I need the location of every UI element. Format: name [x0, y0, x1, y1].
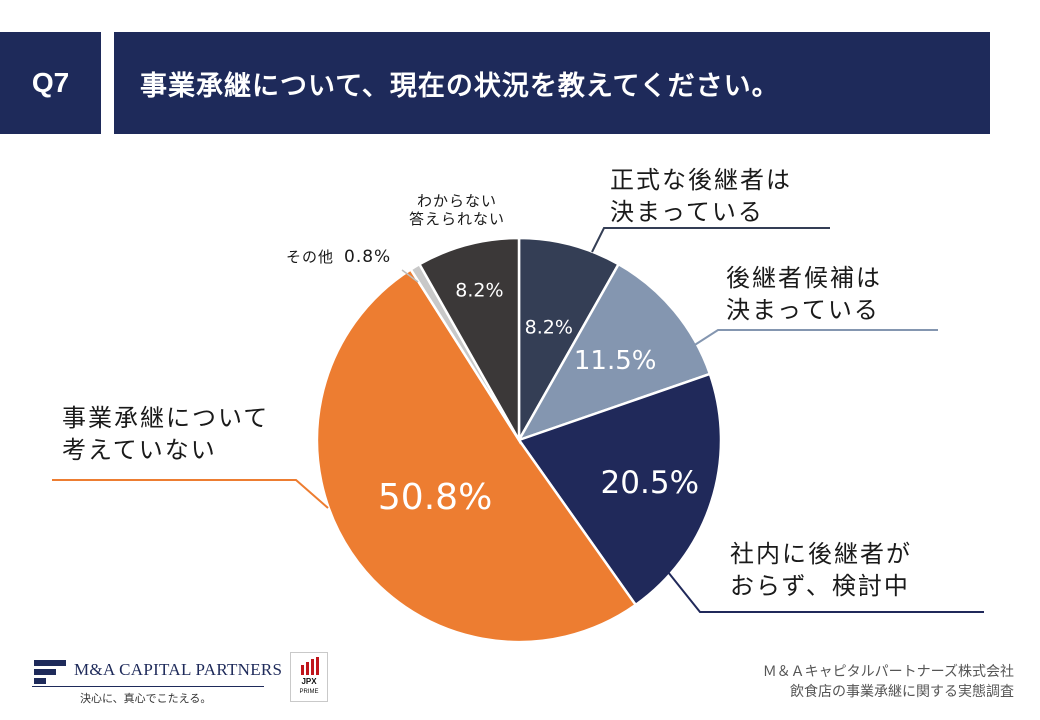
jpx-prime-badge: JPX PRIME [290, 652, 328, 702]
slice-value-formal: 8.2% [525, 317, 573, 339]
jpx-icon [301, 657, 319, 675]
company-logo-icon [34, 660, 66, 684]
source-survey: 飲食店の事業承継に関する実態調査 [790, 684, 1014, 700]
jpx-label: JPX [301, 677, 317, 686]
slice-value-unknown: 8.2% [455, 279, 503, 301]
slice-label-unknown: わからない答えられない [409, 192, 505, 228]
leader-line-formal [591, 227, 830, 253]
slice-label-formal: 正式な後継者は決まっている [610, 166, 792, 226]
slice-value-none: 20.5% [601, 465, 699, 501]
slice-value-notyet: 50.8% [378, 477, 492, 518]
prime-label: PRIME [299, 689, 319, 695]
source-company: Ｍ＆Ａキャピタルパートナーズ株式会社 [762, 664, 1014, 680]
leader-line-notyet [52, 479, 329, 509]
page-title: 事業承継について、現在の状況を教えてください。 [114, 32, 990, 134]
slice-value-candidate: 11.5% [574, 346, 657, 376]
pie-slice-notyet [315, 267, 638, 644]
pie-slice-none [517, 372, 723, 607]
slice-label-notyet: 事業承継について考えていない [62, 404, 269, 464]
slice-label-other: その他 0.8% [286, 247, 391, 267]
company-name: M&A CAPITAL PARTNERS [74, 660, 283, 679]
leader-line-candidate [689, 329, 938, 349]
logo-divider [32, 686, 264, 687]
source-note: Ｍ＆Ａキャピタルパートナーズ株式会社 飲食店の事業承継に関する実態調査 [763, 662, 1014, 702]
leader-line-other [401, 269, 419, 283]
pie-slice-formal [517, 236, 621, 445]
slice-label-candidate: 後継者候補は決まっている [726, 264, 882, 324]
leader-line-none [667, 571, 984, 613]
company-tagline: 決心に、真心でこたえる。 [80, 693, 212, 705]
pie-slice-unknown [417, 236, 521, 445]
slice-label-none: 社内に後継者がおらず、検討中 [730, 540, 912, 600]
question-number: Q7 [0, 32, 101, 134]
company-logo: M&A CAPITAL PARTNERS 決心に、真心でこたえる。 [32, 650, 282, 708]
pie-slice-candidate [516, 262, 712, 443]
